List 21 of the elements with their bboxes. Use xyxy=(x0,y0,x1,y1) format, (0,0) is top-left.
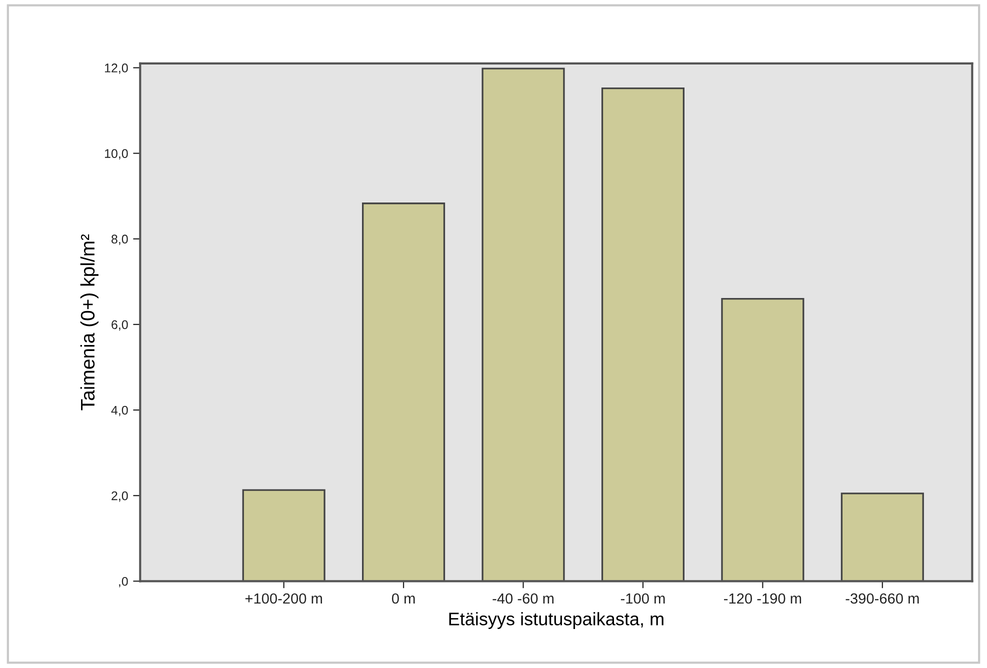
y-tick-label: 12,0 xyxy=(104,64,128,74)
bar xyxy=(242,489,326,582)
x-tick-label: 0 m xyxy=(392,593,415,604)
x-tick-label: -40 -60 m xyxy=(492,593,554,604)
x-axis-title: Etäisyys istutuspaikasta, m xyxy=(449,612,664,629)
y-tick-label: 10,0 xyxy=(104,149,128,160)
bar xyxy=(482,68,565,582)
bar xyxy=(840,492,924,582)
y-tick-label: 6,0 xyxy=(112,320,128,331)
x-tick-label: -100 m xyxy=(620,593,665,604)
y-tick-label: 8,0 xyxy=(112,234,128,246)
x-tick-label: -390-660 m xyxy=(846,593,919,604)
bar xyxy=(362,202,446,582)
bar xyxy=(721,298,804,582)
y-tick-label: 4,0 xyxy=(111,406,128,416)
y-axis-title: Taimenia (0+) kpl/m² xyxy=(80,234,98,410)
y-tick-label: 2,0 xyxy=(112,491,128,502)
bar xyxy=(601,87,685,582)
x-tick-label: +100-200 m xyxy=(245,593,322,604)
y-tick-label: ,0 xyxy=(119,576,128,588)
x-tick-label: -120 -190 m xyxy=(724,593,802,604)
